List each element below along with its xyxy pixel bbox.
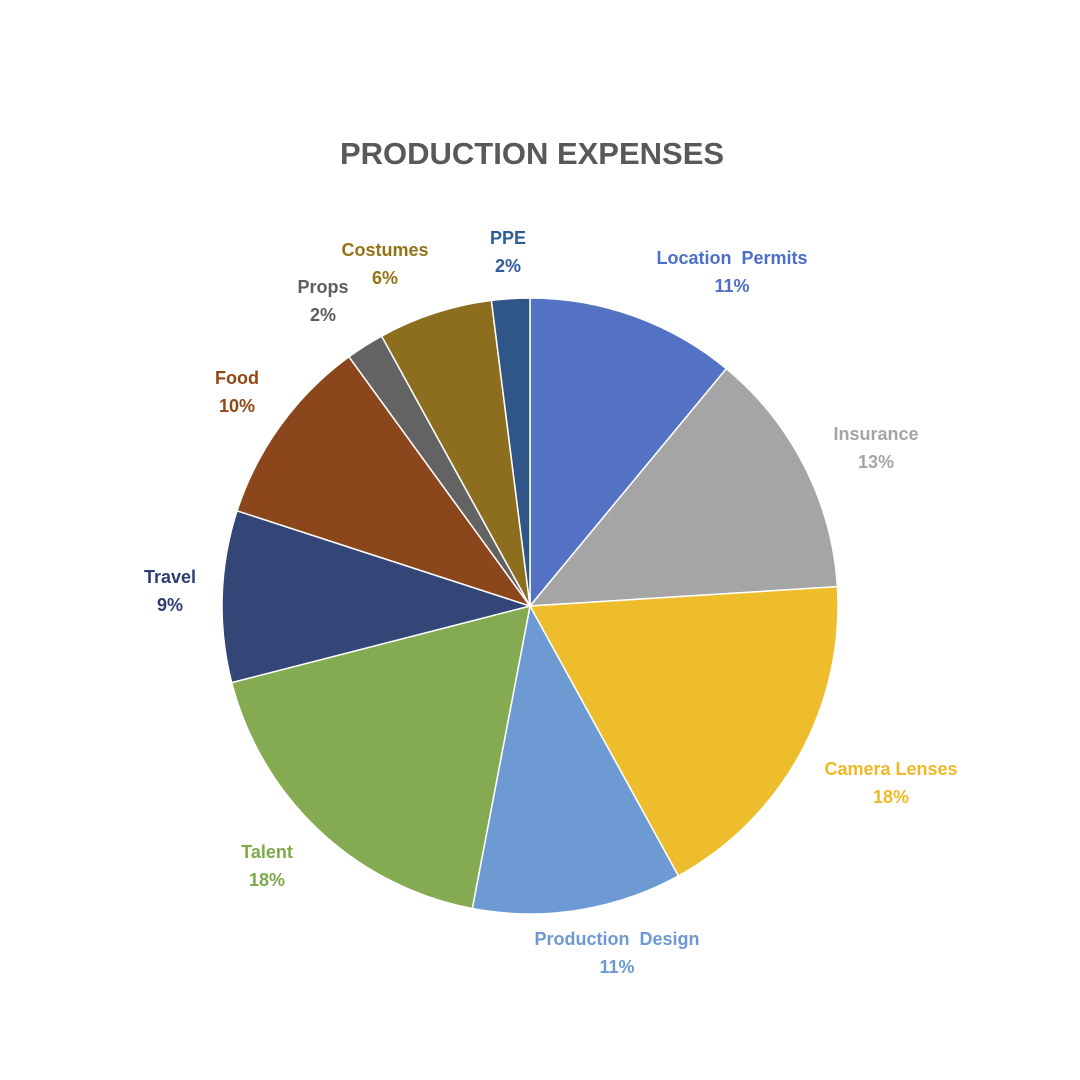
- slice-label-location-permits: Location Permits: [656, 248, 807, 268]
- slice-label-camera-lenses: Camera Lenses: [824, 759, 957, 779]
- pie-slice-location-permits: [529, 297, 728, 609]
- slice-label-props: Props: [297, 277, 348, 297]
- slice-value-ppe: 2%: [495, 256, 521, 276]
- pie-slice-camera-lenses: [528, 585, 839, 877]
- pie-slice-travel: [221, 509, 533, 684]
- slice-value-talent: 18%: [249, 870, 285, 890]
- slice-value-insurance: 13%: [858, 452, 894, 472]
- slice-value-camera-lenses: 18%: [873, 787, 909, 807]
- pie-slice-food: [236, 355, 532, 608]
- slice-value-props: 2%: [310, 305, 336, 325]
- pie-slice-talent: [230, 604, 531, 910]
- slice-value-location-permits: 11%: [714, 276, 749, 296]
- slice-label-ppe: PPE: [490, 228, 526, 248]
- slice-value-costumes: 6%: [372, 268, 398, 288]
- chart-title: PRODUCTION EXPENSES: [340, 136, 724, 171]
- slice-label-costumes: Costumes: [341, 240, 428, 260]
- slice-value-travel: 9%: [157, 595, 183, 615]
- pie-slice-insurance: [528, 367, 839, 607]
- slice-label-production-design: Production Design: [534, 929, 699, 949]
- slice-value-food: 10%: [219, 396, 255, 416]
- slice-label-insurance: Insurance: [833, 424, 918, 444]
- pie-slice-production-design: [471, 603, 680, 915]
- pie-slices: [221, 297, 839, 915]
- slice-label-talent: Talent: [241, 842, 293, 862]
- pie-slice-ppe: [490, 297, 531, 607]
- slice-value-production-design: 11%: [599, 957, 634, 977]
- slice-labels: Location Permits 11% Insurance 13% Camera Le…: [144, 228, 958, 977]
- slice-label-travel: Travel: [144, 567, 196, 587]
- slice-label-food: Food: [215, 368, 259, 388]
